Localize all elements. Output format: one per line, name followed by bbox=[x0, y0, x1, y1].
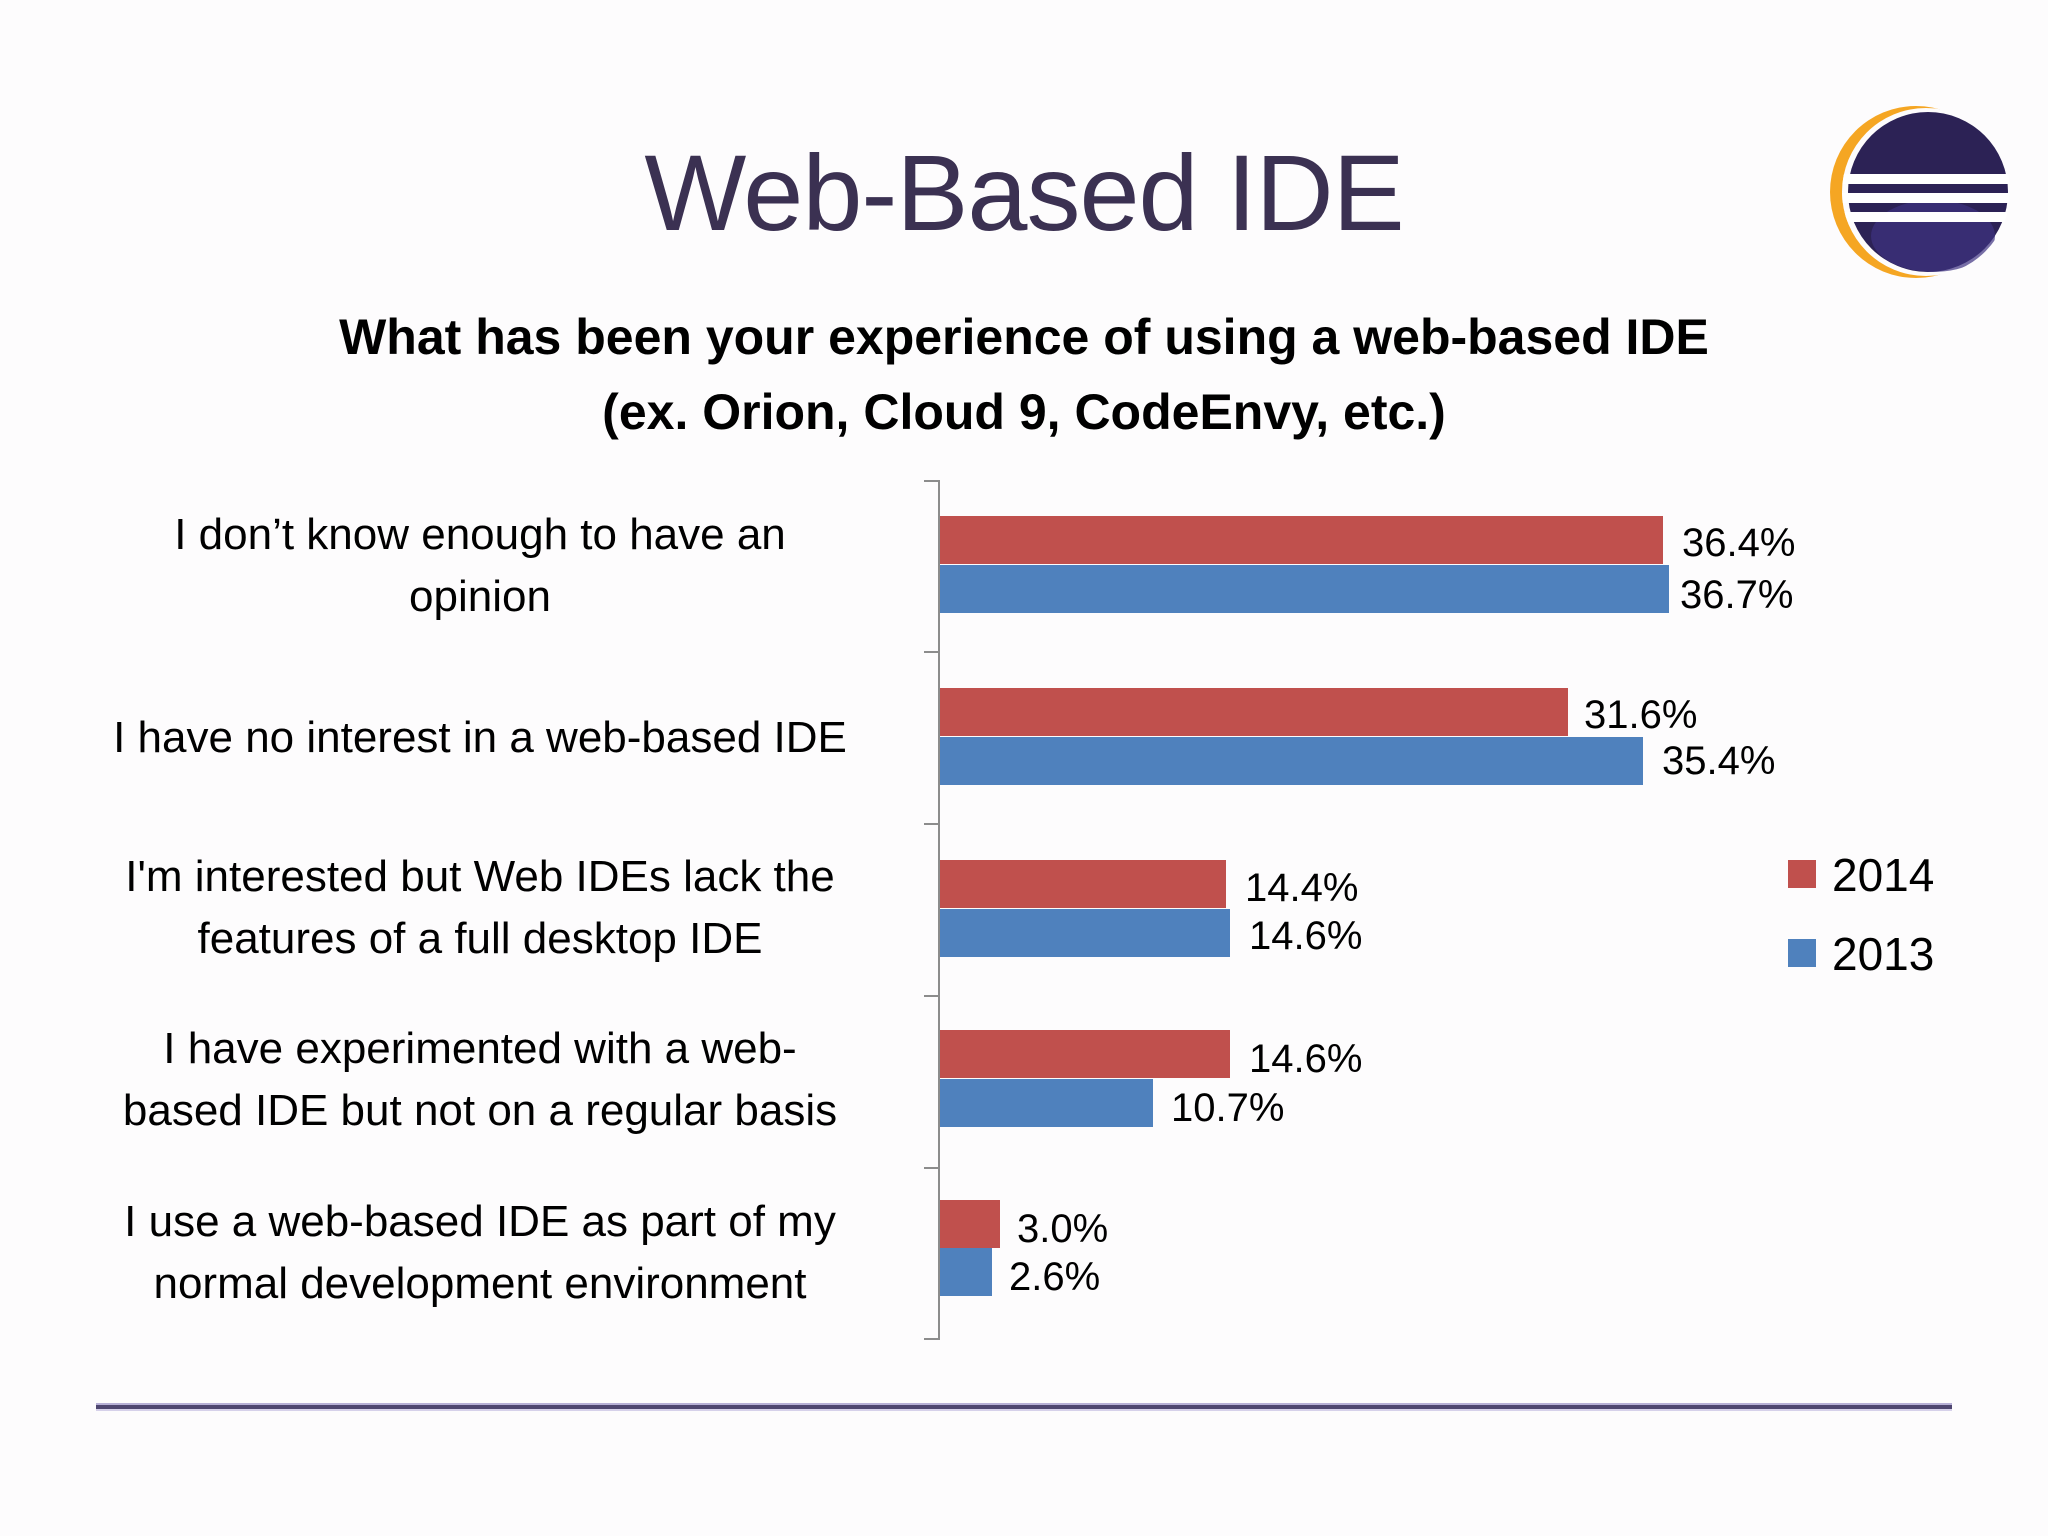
category-label: I have no interest in a web-based IDE bbox=[113, 713, 847, 762]
axis-tick bbox=[924, 823, 939, 825]
data-label-2013: 14.6% bbox=[1249, 914, 1363, 958]
data-label-2013: 10.7% bbox=[1171, 1086, 1285, 1130]
data-label-2014: 31.6% bbox=[1584, 693, 1698, 737]
axis-tick bbox=[924, 1167, 939, 1169]
axis-tick bbox=[924, 1338, 939, 1340]
axis-tick bbox=[924, 651, 939, 653]
bar-2013 bbox=[940, 909, 1230, 957]
bar-2014 bbox=[940, 688, 1568, 736]
eclipse-logo-icon bbox=[1830, 106, 2010, 278]
category-label: I use a web-based IDE as part of my norma… bbox=[124, 1197, 836, 1308]
axis-tick bbox=[924, 995, 939, 997]
data-label-2013: 2.6% bbox=[1009, 1255, 1101, 1299]
bar-2014 bbox=[940, 1200, 1000, 1248]
category-axis bbox=[938, 480, 940, 1340]
data-label-2013: 36.7% bbox=[1680, 573, 1794, 617]
legend-swatch-2013 bbox=[1788, 939, 1816, 967]
subtitle-line-2: (ex. Orion, Cloud 9, CodeEnvy, etc.) bbox=[602, 384, 1446, 440]
data-label-2014: 14.6% bbox=[1249, 1037, 1363, 1081]
legend-label: 2013 bbox=[1832, 928, 1935, 980]
subtitle-line-1: What has been your experience of using a… bbox=[339, 309, 1709, 365]
data-label-2014: 14.4% bbox=[1245, 866, 1359, 910]
bar-2013 bbox=[940, 1079, 1153, 1127]
footer-divider bbox=[96, 1405, 1952, 1409]
category-label: I'm interested but Web IDEs lack the feat… bbox=[125, 852, 835, 963]
bar-2014 bbox=[940, 860, 1226, 908]
data-label-2013: 35.4% bbox=[1662, 739, 1776, 783]
bar-2013 bbox=[940, 565, 1669, 613]
bar-2013 bbox=[940, 737, 1643, 785]
bar-2013 bbox=[940, 1248, 992, 1296]
data-label-2014: 3.0% bbox=[1017, 1207, 1109, 1251]
data-label-2014: 36.4% bbox=[1682, 521, 1796, 565]
bar-2014 bbox=[940, 516, 1663, 564]
axis-tick bbox=[924, 480, 939, 482]
category-label: I don’t know enough to have an opinion bbox=[174, 510, 786, 621]
chart-subtitle: What has been your experience of using a… bbox=[0, 300, 2048, 450]
category-label: I have experimented with a web-based IDE… bbox=[122, 1024, 838, 1135]
legend-swatch-2014 bbox=[1788, 860, 1816, 888]
slide-title: Web-Based IDE bbox=[644, 132, 1404, 253]
bar-2014 bbox=[940, 1030, 1230, 1078]
legend-label: 2014 bbox=[1832, 849, 1935, 901]
